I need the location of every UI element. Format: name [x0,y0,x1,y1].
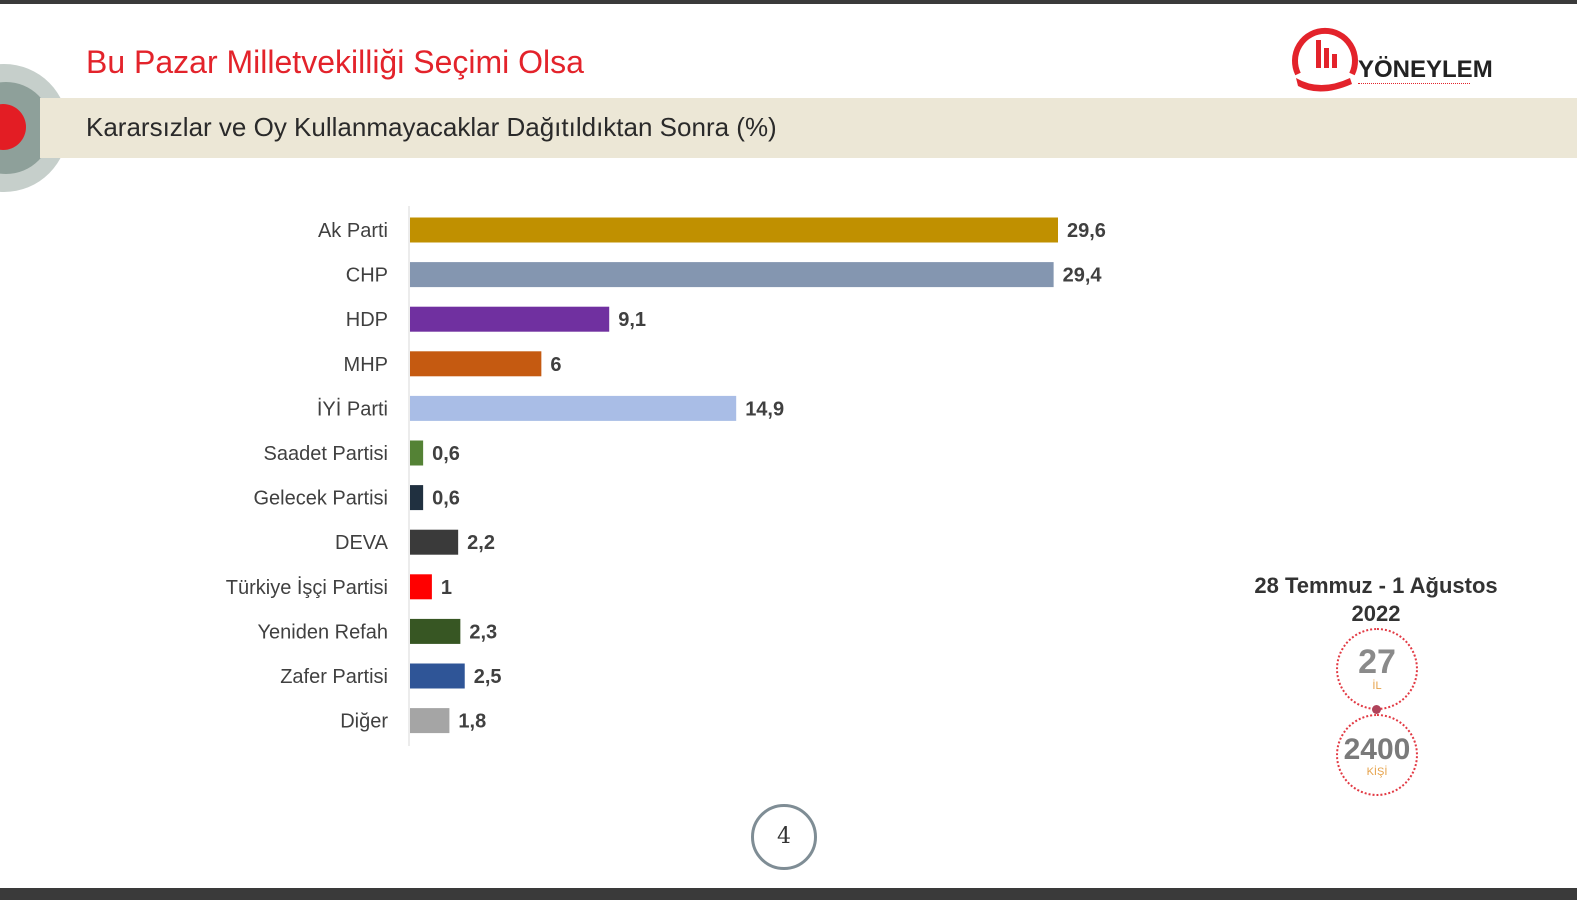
category-label: Diğer [340,711,388,733]
people-unit: KİŞİ [1366,766,1388,778]
category-label: DEVA [335,532,389,554]
bar [410,306,610,332]
data-label: 29,4 [1063,265,1103,287]
page-subtitle: Kararsızlar ve Oy Kullanmayacaklar Dağıt… [86,112,777,142]
data-label: 9,1 [618,309,646,331]
data-label: 6 [550,354,561,376]
bar [410,351,542,377]
category-label: Türkiye İşçi Partisi [226,576,388,599]
category-label: Zafer Partisi [280,666,388,688]
data-label: 2,3 [469,621,497,643]
people-badge: 2400 KİŞİ [1336,714,1418,796]
logo-name: YÖNEYLEM [1358,56,1493,83]
data-label: 29,6 [1067,220,1106,242]
bar [410,618,461,644]
data-label: 1 [441,577,452,599]
page-title: Bu Pazar Milletvekilliği Seçimi Olsa [86,44,584,80]
people-count: 2400 [1343,733,1411,766]
logo-icon [1292,28,1358,92]
bar [410,663,465,689]
data-label: 2,2 [467,532,495,554]
category-label: MHP [344,354,388,376]
bar-chart: Ak Parti 29,6 CHP 29,4 HDP 9,1 MHP 6 İYİ Parti 14… [226,206,1106,746]
bar [410,395,737,421]
bar [410,217,1058,243]
logo-tagline-line [1358,83,1470,87]
top-border [0,0,1577,4]
category-label: CHP [346,265,388,287]
category-label: Gelecek Partisi [254,488,389,510]
category-label: HDP [346,309,388,331]
category-label: İYİ Parti [317,397,388,420]
survey-date: 28 Temmuz - 1 Ağustos 2022 [1230,572,1522,628]
badge-connector-dot [1372,705,1381,714]
data-label: 14,9 [745,398,784,420]
category-label: Ak Parti [318,220,388,242]
bar [410,485,424,511]
survey-date-year: 2022 [1351,601,1401,626]
provinces-badge: 27 İL [1336,628,1418,710]
bar [410,574,432,600]
page-number: 4 [751,804,817,870]
subtitle-band [40,98,1577,158]
bar [410,262,1054,288]
provinces-count: 27 [1358,643,1396,681]
bar [410,708,450,734]
category-label: Saadet Partisi [263,443,388,465]
bottom-border [0,888,1577,900]
data-label: 1,8 [458,711,486,733]
data-label: 0,6 [432,443,460,465]
data-label: 2,5 [474,666,502,688]
data-label: 0,6 [432,488,460,510]
provinces-unit: İL [1372,680,1382,692]
survey-date-range: 28 Temmuz - 1 Ağustos [1254,573,1498,598]
bar [410,529,459,555]
bar [410,440,424,466]
category-label: Yeniden Refah [258,621,389,643]
